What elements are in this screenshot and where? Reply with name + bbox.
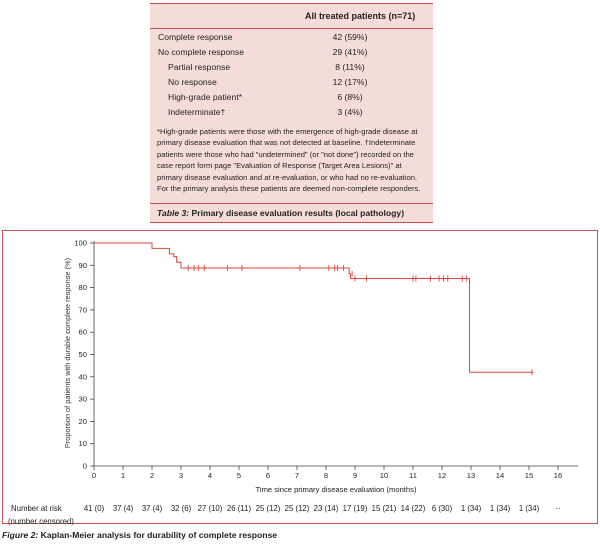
risk-table-label: Number at risk <box>11 504 62 513</box>
table-caption: Table 3: Primary disease evaluation resu… <box>150 203 433 223</box>
x-tick-label: 16 <box>554 471 562 480</box>
table-caption-label: Table 3: <box>157 208 190 218</box>
risk-value: 1 (34) <box>461 504 482 513</box>
x-tick-label: 6 <box>266 471 270 480</box>
risk-value: ·· <box>555 504 560 513</box>
row-label: No complete response <box>158 47 244 57</box>
censor-marks <box>187 264 533 376</box>
risk-value: 37 (4) <box>113 504 134 513</box>
y-tick-label: 90 <box>79 261 87 270</box>
x-tick-label: 9 <box>353 471 357 480</box>
y-axis-label: Proportion of patients with durable comp… <box>63 258 72 448</box>
x-tick-label: 12 <box>438 471 446 480</box>
risk-value: 32 (6) <box>171 504 192 513</box>
risk-value: 41 (0) <box>84 504 105 513</box>
table-row: Partial response 8 (11%) <box>150 60 433 75</box>
risk-table-sublabel: (number censored) <box>8 517 74 526</box>
figure-caption-text: Kaplan-Meier analysis for durability of … <box>38 530 278 540</box>
row-value: 29 (41%) <box>332 47 368 57</box>
figure-caption: Figure 2: Kaplan-Meier analysis for dura… <box>2 530 277 540</box>
risk-value: 17 (19) <box>343 504 368 513</box>
figure-2-frame: 0 10 20 30 40 50 60 70 80 90 100 0 1 2 3 4 5 6 7 8 9 10 11 12 1… <box>2 230 598 524</box>
row-value: 42 (59%) <box>332 32 368 42</box>
row-value: 12 (17%) <box>332 77 368 87</box>
y-tick-label: 0 <box>83 462 87 471</box>
x-axis-label: Time since primary disease evaluation (m… <box>256 485 417 494</box>
row-label: No response <box>168 77 217 87</box>
x-tick-label: 14 <box>496 471 504 480</box>
risk-value: 1 (34) <box>490 504 511 513</box>
x-tick-label: 13 <box>467 471 475 480</box>
table-3-box: All treated patients (n=71) Complete res… <box>150 3 433 223</box>
risk-value: 6 (30) <box>432 504 453 513</box>
row-value: 6 (8%) <box>337 92 363 102</box>
x-ticks: 0 1 2 3 4 5 6 7 8 9 10 11 12 13 14 15 16 <box>92 466 562 480</box>
risk-value: 25 (12) <box>285 504 310 513</box>
row-label: Complete response <box>158 32 233 42</box>
table-footnote: *High-grade patients were those with the… <box>157 127 421 194</box>
y-tick-label: 80 <box>79 283 87 292</box>
table-caption-text: Primary disease evaluation results (loca… <box>189 208 405 218</box>
row-label: High-grade patient* <box>168 92 243 102</box>
y-tick-label: 10 <box>79 439 87 448</box>
y-tick-label: 30 <box>79 395 87 404</box>
x-tick-label: 10 <box>380 471 388 480</box>
x-tick-label: 5 <box>237 471 241 480</box>
x-tick-label: 4 <box>208 471 212 480</box>
table-row: High-grade patient* 6 (8%) <box>150 90 433 105</box>
row-label: Partial response <box>168 62 231 72</box>
risk-value: 1 (34) <box>519 504 540 513</box>
y-tick-label: 70 <box>79 305 87 314</box>
risk-value: 25 (12) <box>256 504 281 513</box>
y-tick-label: 20 <box>79 417 87 426</box>
y-tick-label: 50 <box>79 350 87 359</box>
km-curve <box>94 242 534 373</box>
risk-value: 26 (11) <box>227 504 252 513</box>
risk-values: 41 (0) 37 (4) 37 (4) 32 (6) 27 (10) 26 (11) 25… <box>84 504 561 513</box>
table-row: No response 12 (17%) <box>150 75 433 90</box>
risk-value: 23 (14) <box>314 504 339 513</box>
y-ticks: 0 10 20 30 40 50 60 70 80 90 100 <box>74 239 94 471</box>
risk-value: 27 (10) <box>198 504 223 513</box>
x-tick-label: 11 <box>409 471 417 480</box>
figure-caption-label: Figure 2: <box>2 530 39 540</box>
x-tick-label: 15 <box>525 471 533 480</box>
table-row: No complete response 29 (41%) <box>150 45 433 60</box>
x-tick-label: 0 <box>92 471 96 480</box>
risk-value: 14 (22) <box>401 504 426 513</box>
risk-value: 15 (21) <box>372 504 397 513</box>
table-row: Complete response 42 (59%) <box>150 30 433 45</box>
y-tick-label: 60 <box>79 328 87 337</box>
row-label: Indeterminate† <box>168 107 226 117</box>
column-header: All treated patients (n=71) <box>305 11 416 21</box>
risk-value: 37 (4) <box>142 504 163 513</box>
x-tick-label: 7 <box>295 471 299 480</box>
row-value: 3 (4%) <box>337 107 363 117</box>
table-row: Indeterminate† 3 (4%) <box>150 105 433 120</box>
x-tick-label: 2 <box>150 471 154 480</box>
y-tick-label: 100 <box>74 239 87 248</box>
table-header: All treated patients (n=71) <box>150 4 433 29</box>
x-tick-label: 8 <box>324 471 328 480</box>
x-tick-label: 3 <box>179 471 183 480</box>
y-tick-label: 40 <box>79 372 87 381</box>
x-tick-label: 1 <box>121 471 125 480</box>
row-value: 8 (11%) <box>335 62 365 72</box>
